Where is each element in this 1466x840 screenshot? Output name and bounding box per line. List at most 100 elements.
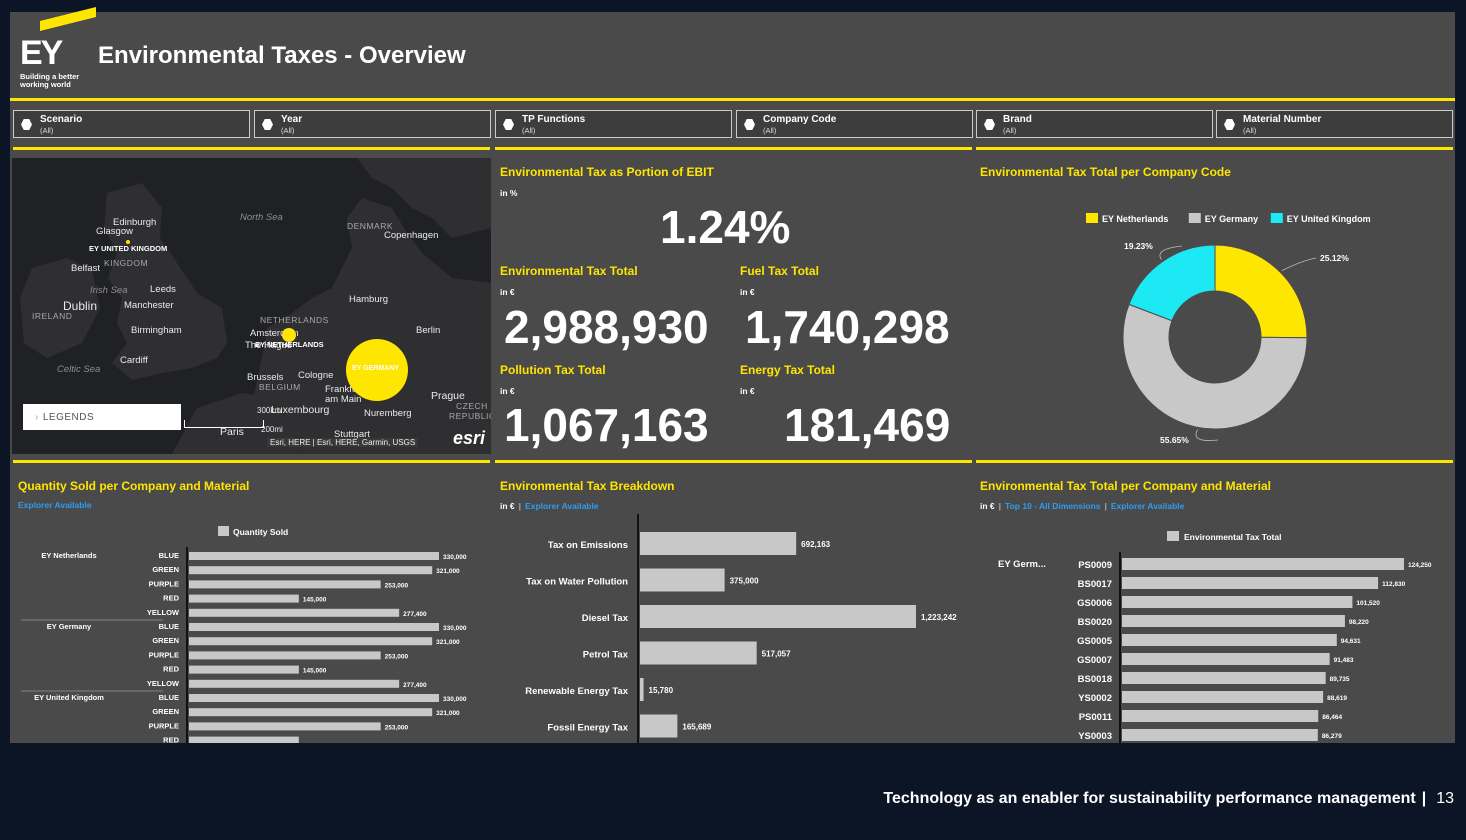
material-value-label: 86,464 bbox=[1322, 714, 1342, 721]
scale-label: 300km bbox=[257, 406, 282, 415]
legends-button[interactable]: › LEGENDS bbox=[23, 404, 181, 430]
filter-tp-functions[interactable]: TP Functions (All) bbox=[495, 110, 732, 138]
material-unit-text: in € bbox=[980, 501, 995, 511]
qty-category-label: BLUE bbox=[159, 693, 179, 702]
map-label-city: Glasgow bbox=[96, 226, 133, 237]
hexagon-icon bbox=[1224, 119, 1235, 130]
material-explorer-link[interactable]: Explorer Available bbox=[1110, 501, 1185, 511]
material-category-label: BS0020 bbox=[1078, 617, 1112, 628]
map-label-city: Frankfurt am Main bbox=[325, 384, 364, 405]
material-bar bbox=[1122, 691, 1324, 703]
qty-explorer-link[interactable]: Explorer Available bbox=[18, 500, 92, 510]
donut-chart[interactable]: EY Netherlands EY Germany EY United Kingdo… bbox=[976, 187, 1453, 457]
breakdown-chart[interactable]: Tax on Emissions 692,163 Tax on Water Poll… bbox=[495, 512, 972, 743]
qty-value-label: 330,000 bbox=[443, 554, 467, 561]
qty-bar bbox=[189, 552, 439, 560]
kpi-total-unit: in € bbox=[500, 287, 515, 297]
kpi-fuel-value: 1,740,298 bbox=[745, 301, 950, 353]
map-label-city: Paris bbox=[220, 426, 244, 438]
map-label-city: Stuttgart bbox=[334, 429, 370, 440]
qty-category-label: BLUE bbox=[159, 622, 179, 631]
dashboard: EY Building a better working world Envir… bbox=[10, 7, 1455, 743]
qty-value-label: 321,000 bbox=[436, 710, 460, 717]
donut-legend-swatch bbox=[1270, 213, 1283, 223]
material-bar bbox=[1122, 615, 1345, 627]
filter-value: (All) bbox=[1003, 126, 1017, 135]
map-label-city: Edinburgh bbox=[113, 217, 157, 228]
qty-value-label: 321,000 bbox=[436, 568, 460, 575]
map-label-country: DENMARK bbox=[347, 221, 394, 231]
kpi-energy-value: 181,469 bbox=[784, 399, 951, 451]
breakdown-bar bbox=[640, 568, 725, 592]
qty-bar bbox=[189, 722, 381, 731]
donut-data-label: 25.12% bbox=[1320, 253, 1349, 263]
filter-year[interactable]: Year (All) bbox=[254, 110, 491, 138]
kpi-total-title: Environmental Tax Total bbox=[500, 264, 638, 278]
material-value-label: 89,735 bbox=[1330, 676, 1350, 683]
marker-uk[interactable] bbox=[126, 240, 130, 244]
breakdown-explorer-link[interactable]: Explorer Available bbox=[525, 501, 599, 511]
kpi-total-value: 2,988,930 bbox=[504, 301, 709, 353]
qty-chart[interactable]: Quantity Sold BLUE 330,000 GREEN 321,000 PURP… bbox=[13, 507, 490, 743]
material-topn-link[interactable]: Top 10 - All Dimensions bbox=[1005, 501, 1101, 511]
qty-bar bbox=[189, 594, 299, 603]
breakdown-bar bbox=[640, 714, 678, 738]
qty-value-label: 321,000 bbox=[436, 639, 460, 646]
section-divider bbox=[495, 147, 972, 150]
map-label-city: Belfast bbox=[71, 263, 101, 274]
material-bar bbox=[1122, 596, 1353, 608]
qty-category-label: GREEN bbox=[152, 707, 179, 716]
donut-slice bbox=[1214, 244, 1308, 339]
map-landmass bbox=[20, 158, 491, 454]
qty-category-label: YELLOW bbox=[147, 679, 180, 688]
material-bar bbox=[1122, 729, 1318, 741]
breakdown-category-label: Renewable Energy Tax bbox=[525, 686, 628, 697]
material-category-label: YS0002 bbox=[1078, 693, 1112, 704]
filter-brand[interactable]: Brand (All) bbox=[976, 110, 1213, 138]
donut-leader-line bbox=[1195, 429, 1219, 441]
qty-group-label: EY United Kingdom bbox=[34, 693, 104, 702]
kpi-ebit-title: Environmental Tax as Portion of EBIT bbox=[500, 165, 714, 179]
filter-company-code[interactable]: Company Code (All) bbox=[736, 110, 973, 138]
material-category-label: BS0018 bbox=[1078, 674, 1112, 685]
map-label-country: BELGIUM bbox=[259, 382, 301, 392]
qty-category-label: GREEN bbox=[152, 565, 179, 574]
map-panel[interactable]: North Sea Irish Sea Celtic Sea DENMARK I… bbox=[12, 158, 491, 454]
donut-leader-line bbox=[1281, 257, 1317, 272]
breakdown-value-label: 517,057 bbox=[762, 650, 791, 659]
filter-scenario[interactable]: Scenario (All) bbox=[13, 110, 250, 138]
map-label-city: Brussels bbox=[247, 372, 284, 383]
material-company-label: EY Germ... bbox=[998, 559, 1046, 570]
breakdown-bar bbox=[640, 641, 757, 665]
material-bar bbox=[1122, 634, 1337, 646]
qty-value-label: 145,000 bbox=[303, 668, 327, 675]
map-label-country: CZECH bbox=[456, 401, 488, 411]
filter-material-number[interactable]: Material Number (All) bbox=[1216, 110, 1453, 138]
qty-value-label: 277,400 bbox=[403, 611, 427, 618]
marker-germany[interactable] bbox=[346, 339, 408, 401]
qty-category-label: PURPLE bbox=[149, 650, 179, 659]
map-label-city: Dublin bbox=[63, 299, 98, 313]
kpi-energy-unit: in € bbox=[740, 386, 755, 396]
breakdown-value-label: 1,223,242 bbox=[921, 613, 957, 622]
material-value-label: 98,220 bbox=[1349, 619, 1369, 626]
material-unit: in € | Top 10 - All Dimensions | Explorer Av… bbox=[980, 501, 1185, 511]
qty-bar bbox=[189, 694, 439, 702]
logo-text: EY bbox=[20, 34, 63, 72]
map-label-country: KINGDOM bbox=[104, 258, 149, 268]
material-category-label: GS0005 bbox=[1077, 636, 1113, 647]
map-attribution[interactable]: Esri, HERE | Esri, HERE, Garmin, USGS bbox=[267, 438, 419, 447]
map-label-city: Leeds bbox=[150, 284, 176, 295]
marker-netherlands[interactable] bbox=[282, 328, 296, 342]
chevron-right-icon: › bbox=[35, 412, 39, 423]
qty-legend-label: Quantity Sold bbox=[233, 527, 288, 537]
kpi-ebit-unit: in % bbox=[500, 188, 518, 198]
breakdown-title: Environmental Tax Breakdown bbox=[500, 479, 675, 493]
map-label-country: IRELAND bbox=[32, 311, 73, 321]
breakdown-value-label: 375,000 bbox=[730, 577, 759, 586]
qty-category-label: RED bbox=[163, 665, 179, 674]
kpi-pollution-value: 1,067,163 bbox=[504, 399, 709, 451]
donut-legend-label: EY Netherlands bbox=[1102, 214, 1168, 224]
material-chart[interactable]: Environmental Tax Total EY Germ... PS0009 1… bbox=[976, 512, 1453, 743]
marker-label: EY NETHERLANDS bbox=[255, 340, 324, 349]
